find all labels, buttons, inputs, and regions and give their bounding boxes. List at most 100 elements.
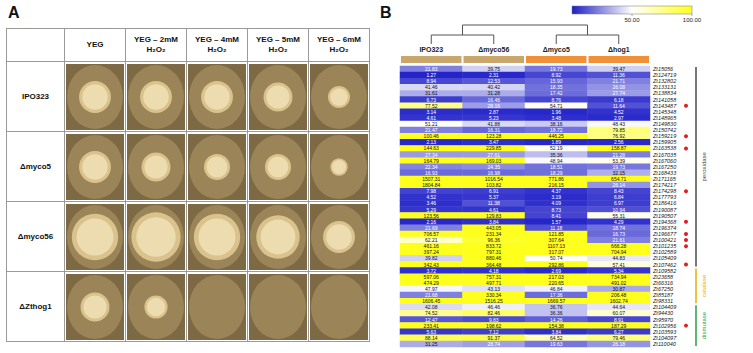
- svg-text:103.82: 103.82: [486, 182, 502, 188]
- svg-text:74.52: 74.52: [425, 310, 438, 316]
- svg-text:6.84: 6.84: [614, 194, 624, 200]
- svg-text:16.93: 16.93: [425, 170, 438, 176]
- svg-text:8.91: 8.91: [614, 317, 624, 323]
- svg-text:51.21: 51.21: [425, 121, 438, 127]
- svg-text:52.19: 52.19: [550, 145, 563, 151]
- svg-text:11.18: 11.18: [550, 225, 562, 231]
- svg-text:44.64: 44.64: [612, 304, 625, 310]
- svg-text:497.71: 497.71: [486, 280, 502, 286]
- svg-text:757.31: 757.31: [486, 274, 502, 280]
- svg-text:Zt105409: Zt105409: [652, 255, 676, 261]
- svg-text:41.88: 41.88: [487, 121, 500, 127]
- svg-text:1516.25: 1516.25: [485, 298, 503, 304]
- svg-text:35.36: 35.36: [550, 152, 563, 158]
- svg-text:31.61: 31.61: [425, 90, 438, 96]
- svg-text:198.62: 198.62: [486, 323, 502, 329]
- svg-text:39.75: 39.75: [487, 66, 500, 72]
- svg-text:216.15: 216.15: [549, 182, 565, 188]
- svg-text:28.16: 28.16: [487, 103, 500, 109]
- svg-text:Zt143487: Zt143487: [652, 103, 677, 109]
- svg-text:474.29: 474.29: [424, 280, 440, 286]
- svg-text:40.42: 40.42: [487, 84, 500, 90]
- svg-text:48.43: 48.43: [612, 121, 625, 127]
- svg-text:26.18: 26.18: [612, 341, 625, 347]
- svg-text:1602.74: 1602.74: [610, 298, 628, 304]
- svg-text:2.31: 2.31: [489, 72, 499, 78]
- svg-text:Zt102589: Zt102589: [652, 249, 676, 255]
- svg-text:16.73: 16.73: [612, 231, 625, 237]
- svg-text:17.42: 17.42: [550, 90, 563, 96]
- svg-text:catalase: catalase: [701, 274, 707, 297]
- svg-text:2.87: 2.87: [489, 109, 499, 115]
- svg-text:79.85: 79.85: [612, 127, 625, 133]
- svg-text:4.52: 4.52: [426, 194, 436, 200]
- svg-text:Zt109582: Zt109582: [652, 268, 676, 274]
- svg-text:461.16: 461.16: [424, 243, 440, 249]
- svg-text:Zt196677: Zt196677: [652, 231, 677, 237]
- svg-text:16.31: 16.31: [487, 127, 500, 133]
- svg-text:3.46: 3.46: [426, 200, 436, 206]
- svg-text:57.41: 57.41: [612, 262, 625, 268]
- svg-text:82.46: 82.46: [487, 310, 500, 316]
- svg-text:Zt104097: Zt104097: [652, 335, 677, 341]
- svg-text:Zt149830: Zt149830: [652, 121, 677, 127]
- svg-text:12.47: 12.47: [425, 317, 438, 323]
- svg-text:Zt124719: Zt124719: [652, 72, 676, 78]
- svg-text:31.28: 31.28: [487, 90, 500, 96]
- svg-text:Zt167250: Zt167250: [652, 164, 677, 170]
- svg-text:771.86: 771.86: [549, 176, 565, 182]
- svg-text:5.63: 5.63: [426, 329, 436, 335]
- svg-text:Zt101235: Zt101235: [652, 243, 677, 249]
- svg-text:1.89: 1.89: [551, 139, 561, 145]
- svg-text:Zt159219: Zt159219: [652, 133, 676, 139]
- svg-text:123.28: 123.28: [486, 133, 502, 139]
- svg-text:187.29: 187.29: [611, 323, 627, 329]
- svg-text:1107.13: 1107.13: [547, 243, 565, 249]
- svg-text:129.83: 129.83: [486, 213, 502, 219]
- svg-text:Zt110040: Zt110040: [652, 341, 677, 347]
- svg-text:7.98: 7.98: [426, 188, 436, 194]
- svg-text:Zt171165: Zt171165: [652, 176, 677, 182]
- svg-text:7.12: 7.12: [489, 329, 499, 335]
- svg-text:Zt190507: Zt190507: [652, 213, 677, 219]
- svg-text:26.08: 26.08: [612, 84, 625, 90]
- svg-text:21.68: 21.68: [425, 292, 438, 298]
- svg-text:1606.45: 1606.45: [422, 298, 440, 304]
- svg-text:3.84: 3.84: [551, 329, 561, 335]
- svg-text:330.34: 330.34: [486, 292, 502, 298]
- svg-text:Zt163538: Zt163538: [652, 145, 677, 151]
- svg-text:47.97: 47.97: [425, 286, 438, 292]
- svg-text:4.61: 4.61: [426, 115, 436, 121]
- svg-text:2.97: 2.97: [614, 115, 624, 121]
- svg-text:Zt150742: Zt150742: [652, 127, 676, 133]
- svg-text:4.61: 4.61: [489, 207, 499, 213]
- svg-text:1016.54: 1016.54: [485, 176, 503, 182]
- svg-text:32.15: 32.15: [612, 170, 625, 176]
- svg-text:43.13: 43.13: [487, 286, 500, 292]
- svg-text:292.86: 292.86: [549, 262, 565, 268]
- svg-text:15.93: 15.93: [550, 78, 563, 84]
- svg-text:121.85: 121.85: [549, 231, 565, 237]
- svg-text:3.48: 3.48: [551, 115, 561, 121]
- svg-text:21.28: 21.28: [612, 152, 625, 158]
- svg-text:18.74: 18.74: [612, 225, 625, 231]
- svg-text:Zt66316: Zt66316: [652, 280, 674, 286]
- svg-text:Zt168433: Zt168433: [652, 170, 677, 176]
- svg-text:Zt103593: Zt103593: [652, 329, 677, 335]
- svg-text:6.73: 6.73: [426, 97, 436, 103]
- svg-text:Zt145348: Zt145348: [652, 109, 677, 115]
- svg-text:88.14: 88.14: [425, 335, 438, 341]
- svg-text:169.03: 169.03: [486, 158, 502, 164]
- svg-text:233.41: 233.41: [424, 323, 440, 329]
- svg-text:Zt95970: Zt95970: [652, 317, 674, 323]
- svg-text:46.84: 46.84: [550, 286, 563, 292]
- svg-text:364.48: 364.48: [486, 262, 502, 268]
- svg-text:50.74: 50.74: [550, 255, 563, 261]
- svg-text:21.69: 21.69: [425, 225, 438, 231]
- svg-text:6.97: 6.97: [614, 200, 624, 206]
- svg-text:597.06: 597.06: [424, 274, 440, 280]
- svg-text:Zt67250: Zt67250: [652, 286, 674, 292]
- svg-text:96.36: 96.36: [487, 237, 500, 243]
- svg-text:8.73: 8.73: [551, 207, 561, 213]
- svg-text:8.92: 8.92: [551, 72, 561, 78]
